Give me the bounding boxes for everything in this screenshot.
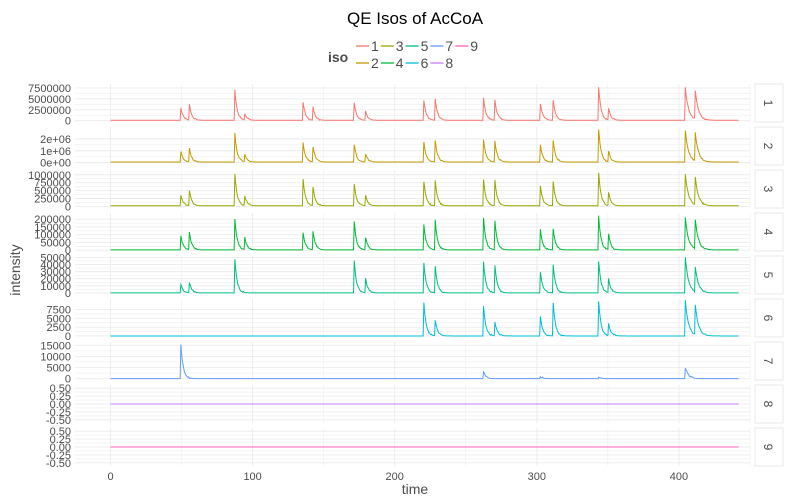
- strip-label-6: 6: [761, 315, 775, 322]
- series-line-2: [110, 129, 739, 163]
- series-line-5: [110, 257, 739, 294]
- y-tick-label: 100000: [34, 230, 71, 242]
- strip-label-4: 4: [761, 229, 775, 236]
- strip-label-3: 3: [761, 186, 775, 193]
- x-tick-label: 300: [528, 471, 546, 483]
- y-tick-label: 7500: [47, 305, 71, 317]
- panel-8: -0.50-0.250.000.250.50 8: [46, 383, 784, 427]
- strip-label-5: 5: [761, 272, 775, 279]
- y-tick-label: 5000: [47, 313, 71, 325]
- y-tick-label: 2500: [47, 322, 71, 334]
- legend-label-8: 8: [445, 55, 453, 71]
- series-line-6: [110, 300, 739, 337]
- y-tick-label: -0.25: [46, 407, 71, 419]
- facet-panels: 025000005000000750000010e+001e+062e+0620…: [28, 83, 784, 470]
- y-tick-label: 500000: [34, 186, 71, 198]
- strip-box-7: [754, 341, 784, 381]
- y-tick-label: 750000: [34, 178, 71, 190]
- x-tick-label: 400: [670, 471, 688, 483]
- x-tick-label: 0: [107, 471, 113, 483]
- strip-box-1: [754, 83, 784, 123]
- y-tick-label: 15000: [40, 340, 71, 352]
- chart-title: QE Isos of AcCoA: [347, 9, 484, 28]
- x-tick-label: 100: [243, 471, 261, 483]
- y-tick-label: 7500000: [28, 83, 71, 95]
- y-tick-label: 0: [65, 374, 71, 386]
- strip-box-5: [754, 255, 784, 295]
- y-tick-label: 0: [65, 288, 71, 300]
- x-axis-title: time: [402, 481, 429, 497]
- legend-label-7: 7: [445, 38, 453, 54]
- y-tick-label: 0e+00: [40, 158, 71, 170]
- x-tick-label: 200: [386, 471, 404, 483]
- y-tick-label: 0.00: [50, 442, 71, 454]
- strip-box-8: [754, 384, 784, 424]
- y-tick-label: 0: [65, 245, 71, 257]
- y-tick-label: 0.00: [50, 399, 71, 411]
- y-tick-label: 20000: [40, 274, 71, 286]
- y-tick-label: 0.50: [50, 426, 71, 438]
- legend-label-1: 1: [371, 38, 379, 54]
- strip-box-9: [754, 427, 784, 467]
- strip-label-8: 8: [761, 401, 775, 408]
- y-tick-label: 50000: [40, 237, 71, 249]
- series-line-3: [110, 172, 739, 207]
- y-tick-label: 5000000: [28, 94, 71, 106]
- y-axis-title: intensity: [7, 244, 23, 295]
- y-tick-label: 50000: [40, 252, 71, 264]
- y-tick-label: 0.25: [50, 434, 71, 446]
- y-tick-label: 1000000: [28, 170, 71, 182]
- x-axis: 0 100 200 300 400: [107, 471, 688, 483]
- strip-label-7: 7: [761, 358, 775, 365]
- y-tick-label: 30000: [40, 267, 71, 279]
- y-tick-label: 2500000: [28, 105, 71, 117]
- y-tick-label: 150000: [34, 222, 71, 234]
- strip-label-2: 2: [761, 143, 775, 150]
- series-line-4: [110, 215, 739, 251]
- y-tick-label: -0.50: [46, 415, 71, 427]
- legend-label-9: 9: [470, 38, 478, 54]
- series-line-1: [110, 87, 739, 121]
- y-tick-label: 1e+06: [40, 146, 71, 158]
- strip-box-2: [754, 126, 784, 166]
- strip-box-3: [754, 169, 784, 209]
- strip-box-4: [754, 212, 784, 252]
- legend-title: iso: [328, 49, 348, 65]
- y-tick-label: 40000: [40, 260, 71, 272]
- panel-9: -0.50-0.250.000.250.50 9: [46, 426, 784, 470]
- y-tick-label: 250000: [34, 194, 71, 206]
- y-tick-label: 10000: [40, 351, 71, 363]
- y-tick-label: 0: [65, 116, 71, 128]
- y-tick-label: 0.25: [50, 391, 71, 403]
- strip-label-9: 9: [761, 444, 775, 451]
- series-line-7: [110, 344, 739, 380]
- y-tick-label: 0.50: [50, 383, 71, 395]
- legend-label-2: 2: [371, 55, 379, 71]
- legend-label-5: 5: [421, 38, 429, 54]
- y-tick-label: 200000: [34, 214, 71, 226]
- y-tick-label: 5000: [47, 363, 71, 375]
- y-tick-label: 10000: [40, 281, 71, 293]
- y-tick-label: 2e+06: [40, 134, 71, 146]
- strip-box-6: [754, 298, 784, 338]
- legend-label-6: 6: [421, 55, 429, 71]
- y-tick-label: 0: [65, 331, 71, 343]
- y-tick-label: -0.50: [46, 458, 71, 470]
- y-tick-label: 0: [65, 201, 71, 213]
- y-tick-label: -0.25: [46, 450, 71, 462]
- legend-label-3: 3: [396, 38, 404, 54]
- strip-label-1: 1: [761, 100, 775, 107]
- legend-label-4: 4: [396, 55, 404, 71]
